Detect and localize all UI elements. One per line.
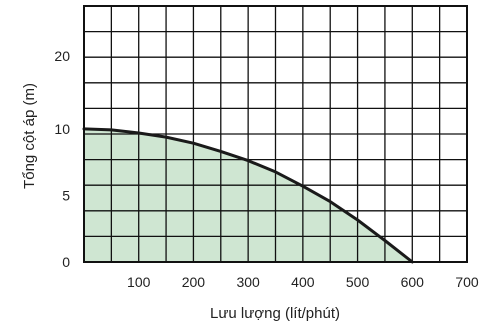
x-tick-label: 600 <box>401 274 425 290</box>
y-tick-label: 20 <box>54 48 70 64</box>
x-axis-title: Lưu lượng (lít/phút) <box>210 305 340 322</box>
x-axis-ticks: 100 200 300 400 500 600 700 <box>127 274 479 290</box>
y-axis-ticks: 0 5 10 20 <box>54 48 70 270</box>
y-tick-label: 0 <box>62 254 70 270</box>
plot-frame <box>83 5 468 263</box>
x-tick-label: 100 <box>127 274 151 290</box>
x-tick-label: 500 <box>346 274 370 290</box>
series-line <box>82 127 414 264</box>
x-tick-label: 700 <box>455 274 479 290</box>
plot-area <box>82 5 468 264</box>
grid <box>83 5 468 263</box>
x-tick-label: 200 <box>182 274 206 290</box>
x-tick-label: 300 <box>236 274 260 290</box>
y-tick-label: 5 <box>62 187 70 203</box>
y-axis-title: Tổng cột áp (m) <box>21 83 38 189</box>
x-tick-label: 400 <box>291 274 315 290</box>
y-tick-label: 10 <box>54 121 70 137</box>
